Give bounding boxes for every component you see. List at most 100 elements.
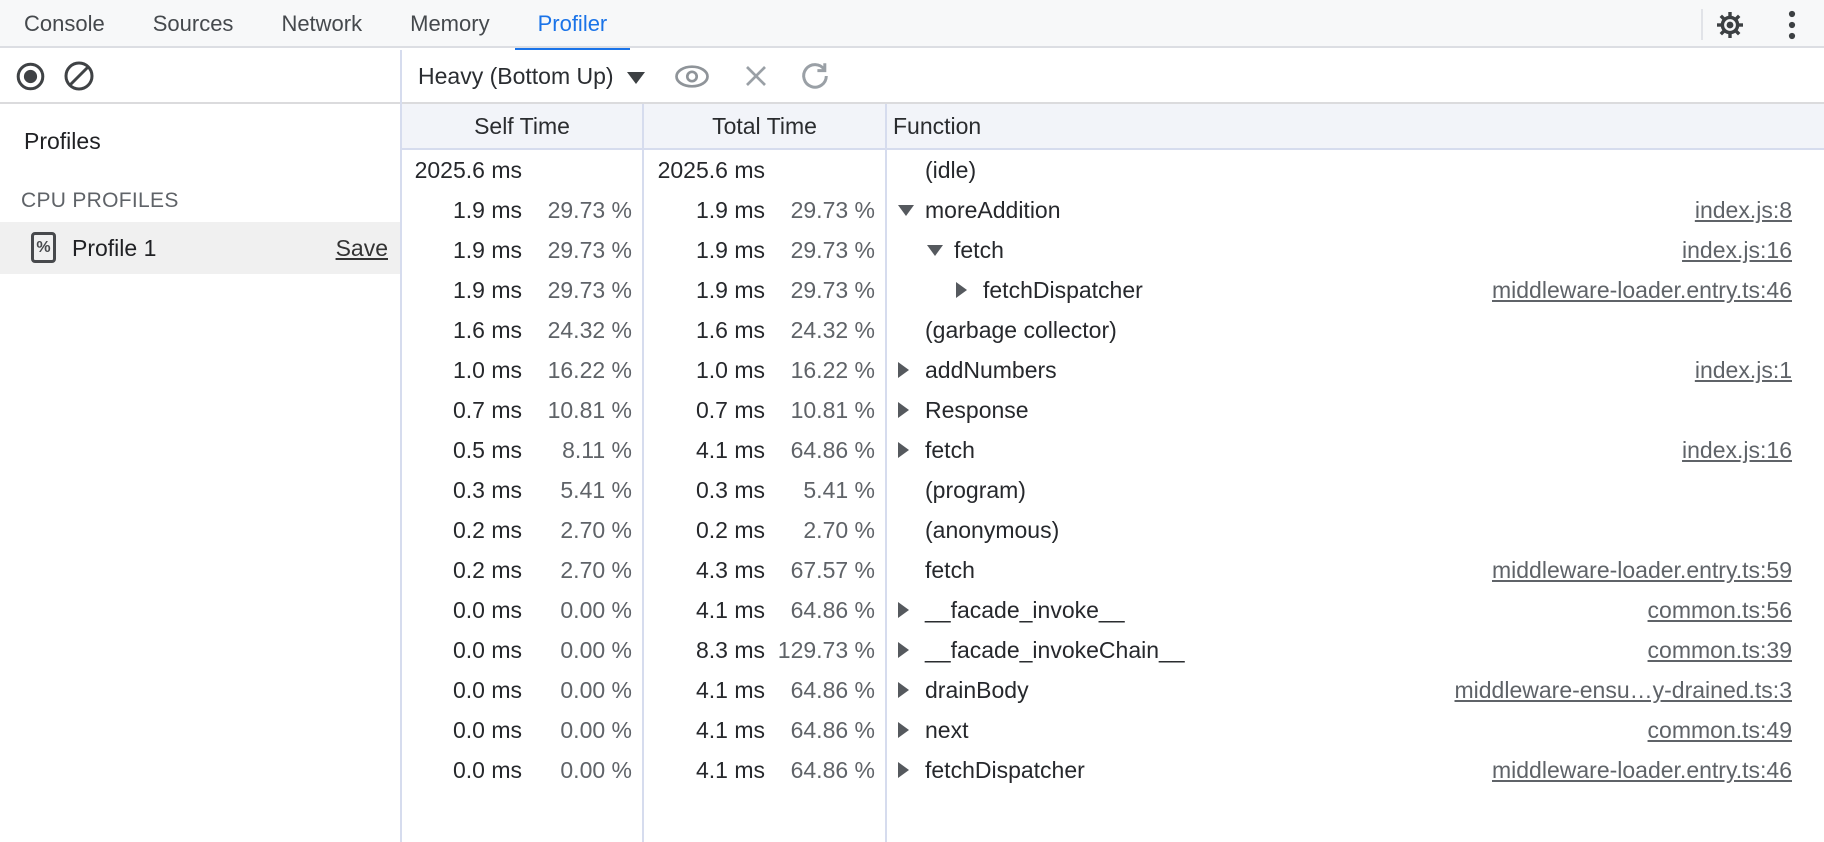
source-link[interactable]: middleware-loader.entry.ts:59 — [1492, 557, 1792, 583]
source-link[interactable]: middleware-loader.entry.ts:46 — [1492, 757, 1792, 783]
table-row[interactable]: 1.9 ms 29.73 % 1.9 ms 29.73 % fetch index.js:… — [402, 230, 1824, 270]
expand-arrow-icon[interactable] — [898, 762, 925, 778]
self-time-percent: 24.32 % — [547, 317, 632, 343]
table-row[interactable]: 0.0 ms 0.00 % 4.1 ms 64.86 % fetchDispatcher… — [402, 750, 1824, 790]
self-time-ms: 1.0 ms — [452, 357, 522, 383]
collapse-arrow-icon[interactable] — [927, 244, 954, 256]
total-time-cell: 4.1 ms 64.86 % — [642, 750, 885, 790]
function-name: fetch — [925, 437, 975, 463]
total-time-percent: 64.86 % — [790, 757, 875, 783]
sidebar-item-profile-1[interactable]: % Profile 1 Save — [0, 222, 400, 274]
self-time-percent: 29.73 % — [547, 197, 632, 223]
source-link[interactable]: index.js:8 — [1694, 197, 1792, 223]
save-profile-link[interactable]: Save — [335, 235, 388, 261]
column-divider — [642, 104, 644, 842]
self-time-ms: 0.0 ms — [452, 597, 522, 623]
collapse-arrow-icon[interactable] — [898, 204, 925, 216]
self-time-cell: 1.9 ms 29.73 % — [402, 270, 642, 310]
source-link[interactable]: common.ts:56 — [1647, 597, 1792, 623]
function-cell: fetchDispatcher — [885, 270, 1824, 310]
table-row[interactable]: 1.9 ms 29.73 % 1.9 ms 29.73 % moreAddition in… — [402, 190, 1824, 230]
function-name: __facade_invoke__ — [925, 597, 1125, 623]
function-name: fetchDispatcher — [983, 277, 1143, 303]
function-cell: fetch — [885, 430, 1824, 470]
table-row[interactable]: 0.0 ms 0.00 % 4.1 ms 64.86 % next common.ts:4… — [402, 710, 1824, 750]
function-cell: drainBody — [885, 670, 1824, 710]
tab-console[interactable]: Console — [24, 11, 105, 36]
expand-arrow-icon[interactable] — [898, 602, 925, 618]
self-time-percent: 0.00 % — [560, 717, 632, 743]
total-time-cell: 0.3 ms 5.41 % — [642, 470, 885, 510]
expand-arrow-icon[interactable] — [898, 642, 925, 658]
tree-indent — [885, 210, 898, 211]
column-header-function[interactable]: Function — [893, 113, 982, 139]
self-time-cell: 1.6 ms 24.32 % — [402, 310, 642, 350]
focus-eye-icon[interactable] — [673, 63, 711, 90]
tab-sources[interactable]: Sources — [152, 11, 234, 36]
expand-arrow-icon[interactable] — [898, 682, 925, 698]
source-link[interactable]: middleware-ensu…y-drained.ts:3 — [1454, 677, 1793, 703]
view-mode-dropdown[interactable]: Heavy (Bottom Up) — [418, 62, 614, 89]
source-link[interactable]: index.js:1 — [1694, 357, 1792, 383]
restore-refresh-icon[interactable] — [799, 60, 831, 92]
expand-arrow-icon[interactable] — [898, 722, 925, 738]
expand-arrow-icon[interactable] — [898, 442, 925, 458]
settings-gear-icon[interactable] — [1714, 9, 1746, 41]
self-time-percent: 5.41 % — [560, 477, 632, 503]
profiler-toolbar: Heavy (Bottom Up) — [0, 50, 1824, 104]
total-time-percent: 29.73 % — [790, 197, 875, 223]
table-row[interactable]: 0.3 ms 5.41 % 0.3 ms 5.41 % (program) — [402, 470, 1824, 510]
total-time-ms: 4.1 ms — [695, 717, 765, 743]
table-row[interactable]: 0.0 ms 0.00 % 4.1 ms 64.86 % drainBody middle… — [402, 670, 1824, 710]
dropdown-caret-icon[interactable] — [626, 71, 645, 84]
table-row[interactable]: 0.0 ms 0.00 % 4.1 ms 64.86 % __facade_invoke… — [402, 590, 1824, 630]
total-time-ms: 1.6 ms — [695, 317, 765, 343]
profile-controls — [15, 50, 95, 102]
table-row[interactable]: 1.0 ms 16.22 % 1.0 ms 16.22 % addNumbers inde… — [402, 350, 1824, 390]
table-row[interactable]: 0.7 ms 10.81 % 0.7 ms 10.81 % Response — [402, 390, 1824, 430]
self-time-percent: 0.00 % — [560, 757, 632, 783]
expand-arrow-icon[interactable] — [956, 282, 983, 298]
more-options-kebab-icon[interactable] — [1784, 9, 1800, 41]
source-link[interactable]: index.js:16 — [1682, 437, 1792, 463]
self-time-ms: 0.0 ms — [452, 677, 522, 703]
function-name: addNumbers — [925, 357, 1057, 383]
table-row[interactable]: 2025.6 ms 2025.6 ms (idle) — [402, 150, 1824, 190]
table-row[interactable]: 0.0 ms 0.00 % 8.3 ms 129.73 % __facade_invok… — [402, 630, 1824, 670]
total-time-ms: 0.2 ms — [695, 517, 765, 543]
total-time-percent: 129.73 % — [777, 637, 875, 663]
column-header-total-time[interactable]: Total Time — [712, 113, 817, 139]
source-link[interactable]: common.ts:49 — [1647, 717, 1792, 743]
source-link[interactable]: middleware-loader.entry.ts:46 — [1492, 277, 1792, 303]
tab-memory[interactable]: Memory — [410, 11, 490, 36]
column-header-self-time[interactable]: Self Time — [474, 113, 570, 139]
table-row[interactable]: 0.2 ms 2.70 % 4.3 ms 67.57 % fetch middleware… — [402, 550, 1824, 590]
function-cell: fetch — [885, 550, 1824, 590]
self-time-ms: 0.2 ms — [452, 517, 522, 543]
self-time-cell: 0.0 ms 0.00 % — [402, 630, 642, 670]
tree-indent — [885, 570, 898, 571]
table-row[interactable]: 1.6 ms 24.32 % 1.6 ms 24.32 % (garbage colle… — [402, 310, 1824, 350]
self-time-percent: 29.73 % — [547, 277, 632, 303]
table-row[interactable]: 0.2 ms 2.70 % 0.2 ms 2.70 % (anonymous) — [402, 510, 1824, 550]
total-time-percent: 24.32 % — [790, 317, 875, 343]
self-time-ms: 0.0 ms — [452, 757, 522, 783]
tab-profiler[interactable]: Profiler — [514, 0, 631, 53]
clear-profiles-icon[interactable] — [63, 60, 95, 92]
table-row[interactable]: 1.9 ms 29.73 % 1.9 ms 29.73 % fetchDispatche… — [402, 270, 1824, 310]
source-link[interactable]: common.ts:39 — [1647, 637, 1792, 663]
total-time-ms: 1.9 ms — [695, 277, 765, 303]
source-link[interactable]: index.js:16 — [1682, 237, 1792, 263]
profiles-heading: Profiles — [24, 128, 101, 154]
expand-arrow-icon[interactable] — [898, 402, 925, 418]
self-time-percent: 29.73 % — [547, 237, 632, 263]
expand-arrow-icon[interactable] — [898, 362, 925, 378]
record-profile-icon[interactable] — [15, 61, 46, 92]
tab-network[interactable]: Network — [281, 11, 363, 36]
table-row[interactable]: 0.5 ms 8.11 % 4.1 ms 64.86 % fetch index.js:1… — [402, 430, 1824, 470]
total-time-ms: 4.1 ms — [695, 597, 765, 623]
total-time-cell: 4.1 ms 64.86 % — [642, 430, 885, 470]
exclude-close-icon[interactable] — [743, 63, 769, 89]
self-time-ms: 0.0 ms — [452, 717, 522, 743]
total-time-ms: 2025.6 ms — [657, 157, 765, 183]
